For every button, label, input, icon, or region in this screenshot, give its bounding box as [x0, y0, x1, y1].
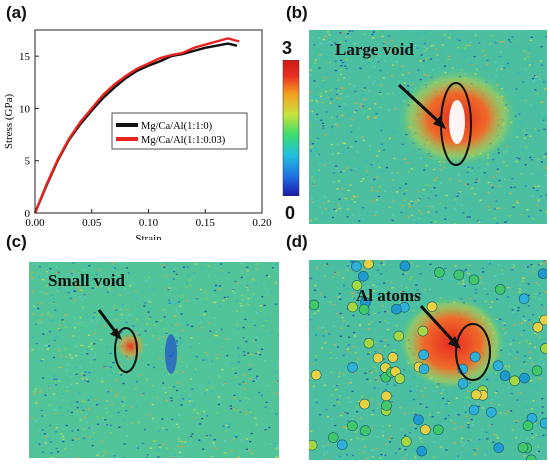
colorbar — [282, 60, 300, 196]
y-tick-label: 15 — [19, 51, 31, 63]
void-circle-c — [114, 327, 138, 373]
atom-map-d — [309, 260, 547, 460]
label-al-atoms: Al atoms — [356, 286, 421, 305]
y-tick-label: 10 — [19, 103, 31, 115]
panel-label-b: (b) — [286, 3, 308, 22]
arrow-d — [419, 304, 456, 344]
x-tick-label: 0.20 — [252, 217, 272, 229]
snapshot-b — [309, 30, 547, 224]
y-tick-label: 5 — [25, 156, 31, 168]
x-tick-label: 0.10 — [139, 217, 159, 229]
void-circle-d — [455, 323, 491, 381]
panel-label-a: (a) — [6, 3, 27, 22]
x-axis-label: Strain — [135, 233, 162, 240]
atom-map-b — [309, 30, 547, 224]
atom-map-c — [29, 262, 279, 458]
colorbar-max-label: 3 — [282, 38, 293, 58]
y-tick-label: 0 — [25, 208, 31, 220]
snapshot-c — [29, 262, 279, 458]
label-large-void: Large void — [335, 40, 414, 59]
x-tick-label: 0.05 — [82, 217, 102, 229]
panel-label-d: (d) — [286, 232, 308, 251]
snapshot-d — [309, 260, 547, 460]
arrow-c — [97, 309, 119, 335]
arrow-b — [397, 83, 441, 124]
legend-box — [111, 112, 248, 150]
legend-label-1: Mg/Ca/Al(1:1:0.03) — [141, 135, 226, 146]
label-small-void: Small void — [48, 271, 125, 290]
x-tick-label: 0.15 — [196, 217, 216, 229]
stress-strain-chart: 0.00 0.05 0.10 0.15 0.20 0 5 10 15 Strain Stress (… — [3, 29, 272, 240]
al-atom-spheres — [309, 260, 547, 460]
x-tick-label: 0.00 — [25, 217, 45, 229]
panel-label-c: (c) — [6, 232, 27, 251]
legend-label-0: Mg/Ca/Al(1:1:0) — [141, 121, 213, 132]
colorbar-min-label: 0 — [285, 203, 296, 223]
y-axis-label: Stress (GPa) — [3, 94, 15, 150]
series-line-1 — [33, 37, 240, 214]
